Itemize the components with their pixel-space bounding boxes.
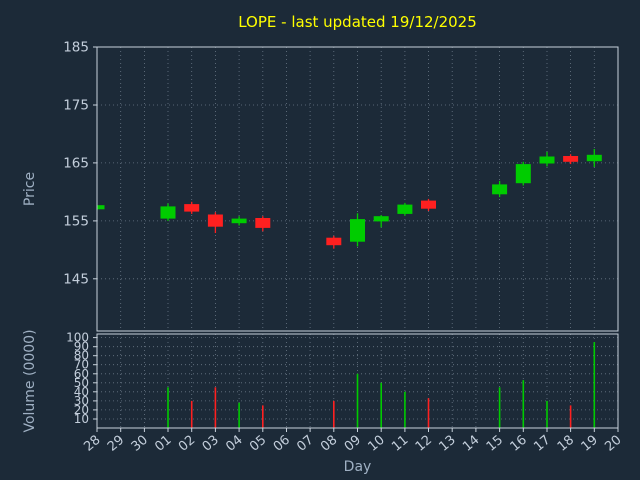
svg-text:06: 06 bbox=[271, 433, 293, 455]
svg-text:14: 14 bbox=[460, 433, 482, 455]
svg-text:17: 17 bbox=[531, 433, 553, 455]
svg-text:15: 15 bbox=[484, 433, 506, 455]
svg-text:10: 10 bbox=[74, 412, 89, 426]
svg-text:100: 100 bbox=[66, 331, 89, 345]
svg-text:90: 90 bbox=[74, 340, 89, 354]
svg-text:09: 09 bbox=[342, 433, 364, 455]
svg-text:18: 18 bbox=[555, 433, 577, 455]
svg-text:29: 29 bbox=[105, 433, 127, 455]
svg-text:20: 20 bbox=[74, 403, 89, 417]
svg-text:30: 30 bbox=[129, 433, 151, 455]
svg-text:16: 16 bbox=[508, 433, 530, 455]
volume-axis-title: Volume (0000) bbox=[22, 329, 38, 432]
svg-text:185: 185 bbox=[63, 40, 89, 56]
svg-text:01: 01 bbox=[152, 433, 174, 455]
svg-text:04: 04 bbox=[223, 433, 245, 455]
svg-text:60: 60 bbox=[74, 367, 89, 381]
svg-text:20: 20 bbox=[602, 433, 624, 455]
svg-text:145: 145 bbox=[63, 271, 89, 287]
x-axis-title: Day bbox=[344, 459, 372, 475]
svg-text:40: 40 bbox=[74, 385, 89, 399]
svg-text:30: 30 bbox=[74, 394, 89, 408]
svg-text:80: 80 bbox=[74, 349, 89, 363]
svg-text:70: 70 bbox=[74, 358, 89, 372]
svg-text:11: 11 bbox=[389, 433, 411, 455]
svg-text:03: 03 bbox=[200, 433, 222, 455]
chart-title: LOPE - last updated 19/12/2025 bbox=[238, 13, 477, 31]
svg-text:10: 10 bbox=[365, 433, 387, 455]
svg-text:19: 19 bbox=[579, 433, 601, 455]
svg-text:02: 02 bbox=[176, 433, 198, 455]
svg-text:07: 07 bbox=[294, 433, 316, 455]
svg-text:50: 50 bbox=[74, 376, 89, 390]
price-panel-frame bbox=[96, 46, 619, 332]
svg-text:155: 155 bbox=[63, 213, 89, 229]
volume-bars bbox=[167, 342, 596, 428]
svg-text:05: 05 bbox=[247, 433, 269, 455]
svg-text:13: 13 bbox=[436, 433, 458, 455]
candles bbox=[97, 149, 602, 249]
svg-text:165: 165 bbox=[63, 155, 89, 171]
svg-text:08: 08 bbox=[318, 433, 340, 455]
svg-text:28: 28 bbox=[81, 433, 103, 455]
x-axis: 28 29 30 01 02 03 04 05 06 07 08 09 10 11 12 13 14 15 16 17… bbox=[81, 428, 625, 455]
price-y-axis: 145 155 165 175 185 bbox=[63, 40, 97, 287]
price-axis-title: Price bbox=[22, 172, 38, 206]
svg-text:12: 12 bbox=[413, 433, 435, 455]
svg-text:175: 175 bbox=[63, 98, 89, 114]
